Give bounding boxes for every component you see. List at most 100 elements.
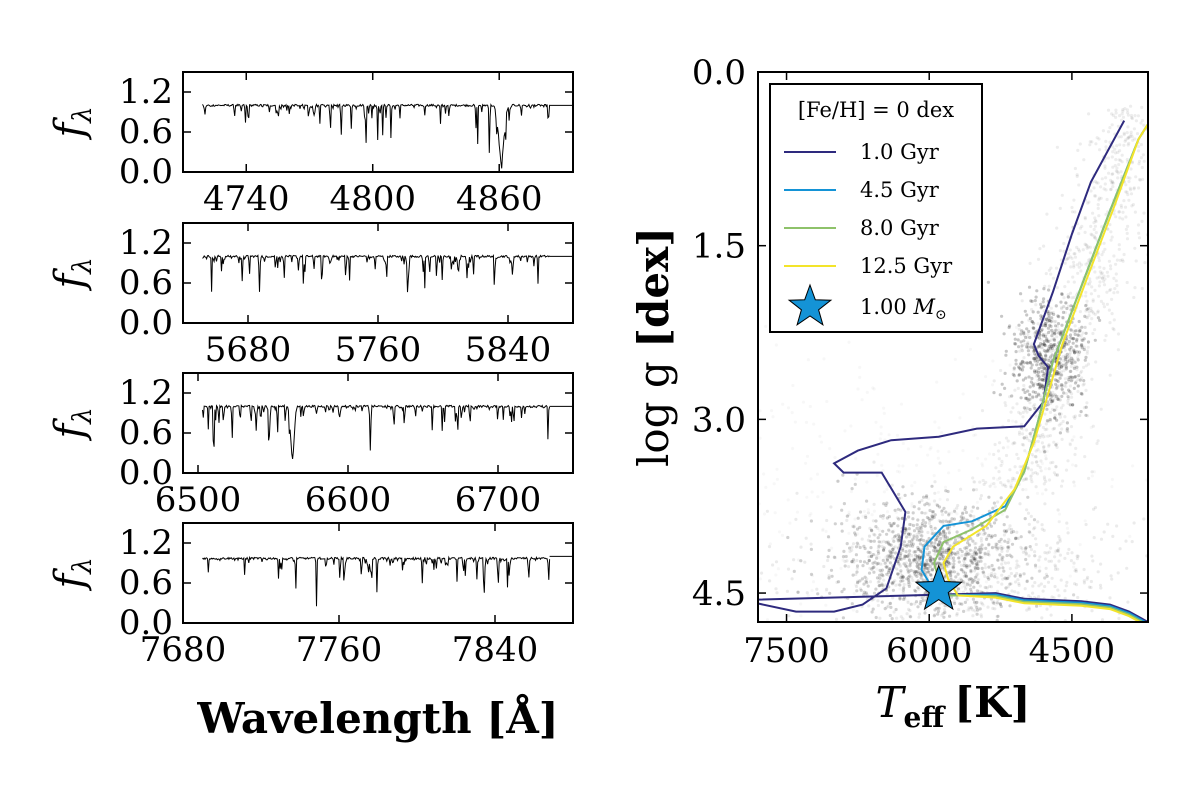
density-point: [871, 513, 874, 516]
density-point: [1067, 339, 1071, 344]
density-point: [856, 387, 859, 390]
density-point: [1042, 287, 1046, 291]
density-point: [847, 513, 851, 517]
density-point: [1033, 352, 1037, 356]
density-point: [841, 473, 845, 477]
density-point: [1061, 403, 1065, 407]
density-point: [1072, 265, 1076, 269]
density-point: [907, 540, 911, 544]
density-point: [1176, 545, 1179, 548]
density-point: [1076, 377, 1080, 381]
density-point: [863, 575, 867, 579]
density-point: [1007, 325, 1011, 330]
density-point: [1175, 543, 1178, 546]
density-point: [910, 576, 914, 580]
density-point: [927, 570, 931, 574]
density-point: [1017, 432, 1022, 436]
density-point: [797, 558, 800, 561]
density-point: [994, 466, 998, 470]
density-point: [958, 577, 962, 581]
density-point: [1083, 314, 1087, 318]
density-point: [1034, 449, 1038, 453]
density-point: [1018, 574, 1023, 578]
density-point: [980, 602, 985, 606]
density-point: [1064, 301, 1068, 305]
density-point: [916, 586, 920, 590]
density-point: [1030, 319, 1034, 324]
density-point: [929, 573, 933, 577]
density-point: [878, 529, 881, 532]
density-point: [930, 514, 934, 518]
density-point: [977, 532, 981, 536]
density-point: [893, 579, 897, 583]
density-point: [901, 575, 905, 579]
density-point: [937, 491, 940, 494]
density-point: [1065, 338, 1069, 342]
density-point: [1082, 345, 1086, 349]
density-point: [957, 607, 961, 612]
density-point: [1111, 181, 1115, 185]
density-point: [1004, 484, 1008, 489]
density-point: [1048, 323, 1052, 327]
density-point: [961, 510, 965, 515]
density-point: [952, 559, 956, 563]
density-point: [1142, 159, 1146, 163]
density-point: [1011, 406, 1015, 410]
density-point: [873, 560, 877, 564]
density-point: [915, 570, 920, 574]
density-point: [787, 614, 791, 618]
density-point: [1030, 461, 1034, 465]
density-point: [994, 518, 998, 522]
y-tick-label: 0.0: [119, 453, 173, 493]
density-point: [974, 541, 978, 545]
density-point: [1065, 521, 1069, 525]
density-point: [1060, 365, 1064, 369]
density-point: [1122, 252, 1126, 257]
density-point: [1051, 276, 1055, 280]
density-point: [964, 517, 968, 522]
density-point: [925, 547, 929, 551]
density-point: [1007, 527, 1011, 531]
density-point: [694, 560, 697, 563]
density-point: [911, 544, 915, 548]
density-point: [1072, 386, 1076, 390]
density-point: [1084, 405, 1088, 409]
density-point: [841, 555, 846, 559]
density-point: [899, 508, 903, 512]
density-point: [702, 629, 705, 632]
density-point: [1091, 331, 1095, 336]
density-point: [865, 481, 868, 484]
density-point: [1097, 259, 1101, 263]
density-point: [1066, 304, 1071, 308]
density-point: [1055, 370, 1059, 374]
density-point: [1068, 370, 1072, 374]
density-point: [1003, 483, 1007, 487]
density-point: [917, 560, 921, 565]
density-point: [1016, 537, 1019, 540]
density-point: [927, 536, 931, 541]
density-point: [1033, 554, 1037, 558]
density-point: [1086, 362, 1091, 366]
density-point: [1024, 557, 1028, 562]
density-point: [1042, 445, 1046, 449]
density-point: [1022, 339, 1026, 343]
density-point: [1056, 567, 1060, 571]
density-point: [774, 511, 777, 514]
density-point: [890, 551, 894, 555]
density-point: [1048, 434, 1052, 438]
density-point: [1042, 342, 1046, 346]
density-point: [948, 519, 952, 524]
legend-title: [Fe/H] = 0 dex: [798, 98, 954, 122]
density-point: [1049, 306, 1053, 310]
density-point: [1032, 356, 1036, 361]
density-point: [1028, 335, 1032, 340]
density-point: [858, 366, 861, 369]
density-point: [1049, 546, 1053, 550]
density-point: [1103, 338, 1107, 342]
density-point: [1006, 540, 1010, 545]
density-point: [1149, 554, 1152, 557]
density-point: [971, 505, 975, 509]
density-point: [1069, 575, 1072, 578]
density-point: [1050, 353, 1054, 357]
density-point: [961, 581, 966, 585]
